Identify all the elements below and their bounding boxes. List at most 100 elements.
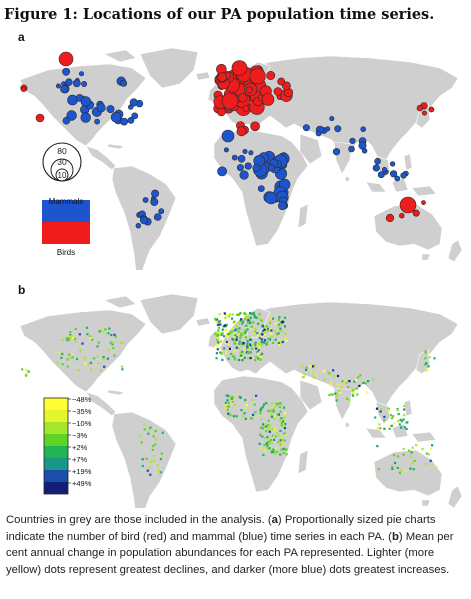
change-dot <box>240 318 243 321</box>
change-dot <box>270 442 273 445</box>
pie-marker <box>250 121 260 132</box>
change-dot <box>267 337 270 340</box>
change-dot <box>149 426 152 429</box>
birds-swatch <box>42 222 90 244</box>
pie-marker <box>390 170 398 178</box>
pie-marker <box>277 77 286 86</box>
pie-marker <box>242 105 250 112</box>
change-dot <box>424 350 427 353</box>
change-dot <box>249 316 252 319</box>
change-dot <box>246 348 249 351</box>
scale-swatch <box>44 434 68 446</box>
change-dot <box>357 376 360 379</box>
change-dot <box>140 441 143 444</box>
change-dot <box>217 342 220 345</box>
change-dot <box>323 378 326 381</box>
change-dot <box>220 340 223 343</box>
change-dot <box>267 327 270 330</box>
change-dot <box>263 332 266 335</box>
change-dot <box>429 459 432 462</box>
change-dot <box>262 423 265 426</box>
change-dot <box>336 374 340 378</box>
caption-text-3: ) Mean per cent annual change in populat… <box>6 530 454 576</box>
change-dot <box>138 434 142 437</box>
change-dot <box>249 338 252 341</box>
change-dot <box>262 453 265 456</box>
pie-marker <box>238 93 248 103</box>
change-dot <box>283 316 287 319</box>
change-dot <box>145 457 148 460</box>
change-dot <box>271 428 274 431</box>
change-dot <box>238 333 241 336</box>
change-dot <box>89 335 92 338</box>
change-dot <box>330 393 333 396</box>
change-dot <box>241 414 244 417</box>
change-dot <box>249 351 252 354</box>
change-dot <box>241 342 244 345</box>
change-dot <box>273 438 276 441</box>
change-dot <box>250 338 253 342</box>
pie-marker <box>151 189 160 198</box>
change-dot <box>283 325 287 328</box>
change-dot <box>78 333 81 336</box>
change-dot <box>275 402 278 405</box>
change-dot <box>217 341 220 344</box>
change-dot <box>226 336 230 339</box>
change-dot <box>425 452 428 455</box>
change-dot <box>270 412 273 415</box>
change-dot <box>272 448 275 451</box>
change-dot <box>245 404 248 407</box>
change-dot <box>226 408 229 411</box>
change-dot <box>219 351 222 354</box>
change-dot <box>272 451 275 454</box>
change-dot <box>260 418 263 421</box>
change-dot <box>277 434 280 437</box>
change-dot <box>435 465 438 468</box>
pie-marker <box>400 172 407 179</box>
change-dot <box>249 327 252 330</box>
change-dot <box>257 357 260 360</box>
change-dot <box>266 441 269 444</box>
change-dot <box>245 324 248 327</box>
change-dot <box>225 350 228 353</box>
change-dot <box>107 332 110 335</box>
change-dot <box>244 312 247 315</box>
change-dot <box>268 447 271 450</box>
pie-marker <box>65 78 73 86</box>
change-dot <box>277 318 280 321</box>
scale-swatch <box>44 446 68 458</box>
change-dot <box>102 355 105 359</box>
change-dot <box>111 342 114 346</box>
change-dot <box>121 342 124 345</box>
change-dot <box>240 409 243 412</box>
change-dot <box>91 338 94 341</box>
change-dot <box>224 334 227 337</box>
change-dot <box>310 370 313 373</box>
change-dot <box>231 317 234 320</box>
change-dot <box>273 418 276 421</box>
change-dot <box>425 463 428 466</box>
change-dot <box>278 344 281 347</box>
change-dot <box>60 356 63 359</box>
change-dot <box>68 338 71 341</box>
change-dot <box>227 315 231 318</box>
figure-title: Figure 1: Locations of our PA population… <box>4 6 435 23</box>
pie-marker <box>216 107 226 117</box>
change-dot <box>253 332 256 335</box>
change-dot <box>231 313 235 316</box>
change-dot <box>225 314 228 317</box>
change-dot <box>280 330 283 333</box>
change-dot <box>263 326 266 329</box>
change-dot <box>107 349 111 352</box>
change-dot <box>61 338 64 341</box>
change-dot <box>242 320 245 323</box>
change-dot <box>248 319 251 322</box>
change-dot <box>231 327 234 330</box>
change-dot <box>231 402 234 405</box>
change-dot <box>237 330 240 333</box>
change-dot <box>399 418 402 421</box>
map-panel-a: 80 30 10 Mammals Birds <box>19 47 463 270</box>
change-dot <box>272 435 275 438</box>
change-dot <box>251 398 254 402</box>
change-dot <box>237 313 240 316</box>
